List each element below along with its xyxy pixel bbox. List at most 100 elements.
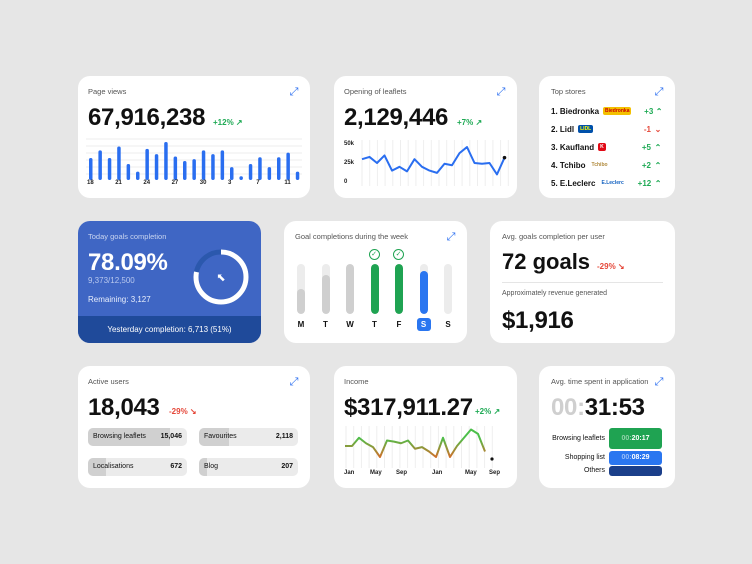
time-bar[interactable] bbox=[609, 466, 662, 476]
active-users-value: 18,043 bbox=[88, 394, 160, 421]
bar bbox=[183, 161, 187, 180]
store-row[interactable]: 3. Kaufland K +5 ⌃ bbox=[551, 140, 665, 154]
day-bar[interactable] bbox=[321, 264, 330, 314]
user-segment[interactable]: Favourites 2,118 bbox=[199, 428, 298, 446]
expand-icon[interactable]: ⤢ bbox=[654, 376, 664, 388]
card-title: Active users bbox=[88, 377, 129, 386]
divider bbox=[502, 282, 663, 283]
bar bbox=[192, 159, 196, 180]
segment-value: 672 bbox=[170, 463, 182, 470]
card-title: Avg. time spent in application bbox=[551, 377, 649, 386]
time-hours: 00: bbox=[551, 394, 585, 421]
time-row-label: Others bbox=[583, 467, 605, 474]
store-rank: 2. bbox=[551, 124, 558, 134]
store-rank: 5. bbox=[551, 178, 558, 188]
last-point bbox=[490, 457, 494, 461]
day-label[interactable]: M bbox=[297, 320, 305, 329]
top-stores-card: Top stores ⤢ 1. Biedronka Biedronka +3 ⌃… bbox=[539, 76, 675, 198]
day-bar[interactable] bbox=[419, 264, 428, 314]
store-logo: E.Leclerc bbox=[601, 180, 624, 186]
store-name: Lidl bbox=[559, 124, 575, 134]
x-tick: Sep bbox=[489, 470, 501, 476]
bar bbox=[126, 164, 131, 180]
bar bbox=[248, 164, 253, 180]
segment-name: Localisations bbox=[93, 463, 134, 470]
day-bar[interactable] bbox=[370, 264, 379, 314]
day-bar[interactable] bbox=[346, 264, 354, 314]
day-bar[interactable] bbox=[444, 264, 452, 314]
x-tick: 7 bbox=[256, 180, 260, 186]
bar bbox=[230, 167, 234, 180]
bar bbox=[117, 146, 121, 180]
chevron-up-icon: ⌃ bbox=[654, 160, 662, 170]
bar bbox=[286, 152, 290, 180]
x-tick: 18 bbox=[87, 180, 94, 186]
time-bar[interactable]: 00:08:29 bbox=[609, 451, 662, 465]
goal-percent: 78.09% bbox=[88, 249, 168, 276]
bar bbox=[201, 150, 206, 180]
store-name: E.Leclerc bbox=[559, 178, 596, 188]
bar bbox=[295, 171, 300, 180]
user-segment[interactable]: Browsing leaflets 15,046 bbox=[88, 428, 187, 446]
expand-icon[interactable]: ⤢ bbox=[496, 86, 506, 98]
segment-fill bbox=[88, 428, 171, 446]
bar bbox=[258, 157, 262, 180]
store-row[interactable]: 2. Lidl LIDL -1 ⌄ bbox=[551, 122, 665, 136]
goal-ratio: 9,373/12,500 bbox=[88, 276, 135, 285]
x-tick: May bbox=[370, 470, 382, 476]
day-bar[interactable] bbox=[297, 264, 305, 314]
user-segment[interactable]: Blog 207 bbox=[199, 458, 298, 476]
time-row-label: Browsing leaflets bbox=[552, 434, 605, 442]
remaining: Remaining: 3,127 bbox=[88, 295, 151, 304]
revenue-value: $1,916 bbox=[502, 307, 574, 334]
revenue-title: Approximately revenue generated bbox=[502, 290, 608, 297]
expand-icon[interactable]: ⤢ bbox=[446, 231, 456, 243]
day-bar-fill bbox=[321, 275, 330, 314]
segment-value: 2,118 bbox=[275, 433, 293, 440]
chevron-up-icon: ⌃ bbox=[654, 142, 662, 152]
income-value: $317,911.27 bbox=[344, 394, 473, 421]
user-segment[interactable]: Localisations 672 bbox=[88, 458, 187, 476]
expand-icon[interactable]: ⤢ bbox=[289, 376, 299, 388]
store-rank: 4. bbox=[551, 160, 558, 170]
store-logo: K bbox=[598, 143, 606, 151]
chevron-up-icon: ⌃ bbox=[655, 106, 663, 116]
bar bbox=[154, 154, 159, 180]
cursor-icon: ⬉ bbox=[216, 272, 225, 284]
x-tick: 3 bbox=[228, 180, 232, 186]
time-bar-hours: 00: bbox=[621, 454, 632, 461]
time-value: 31:53 bbox=[584, 394, 645, 421]
card-title: Today goals completion bbox=[88, 232, 167, 241]
day-bar-fill bbox=[419, 270, 428, 314]
chevron-up-icon: ⌃ bbox=[654, 178, 662, 188]
time-bar[interactable]: 00:20:17 bbox=[609, 428, 662, 449]
avg-goals-value: 72 goals bbox=[502, 249, 591, 274]
store-row[interactable]: 1. Biedronka Biedronka +3 ⌃ bbox=[551, 104, 665, 118]
check-circle-icon: ✓ bbox=[368, 249, 380, 260]
store-name: Biedronka bbox=[559, 106, 600, 116]
day-label[interactable]: T bbox=[323, 320, 328, 329]
store-row[interactable]: 5. E.Leclerc E.Leclerc +12 ⌃ bbox=[551, 176, 665, 190]
today-goals-card: Today goals completion 78.09% 9,373/12,5… bbox=[78, 221, 261, 343]
bar bbox=[220, 150, 225, 180]
expand-icon[interactable]: ⤢ bbox=[654, 86, 664, 98]
store-logo: Biedronka bbox=[603, 107, 632, 115]
day-label[interactable]: S bbox=[416, 318, 431, 331]
segment-fill bbox=[199, 458, 207, 476]
day-label[interactable]: F bbox=[396, 320, 402, 329]
page-views-bar-chart bbox=[86, 138, 302, 180]
x-tick: 11 bbox=[284, 180, 291, 186]
expand-icon[interactable]: ⤢ bbox=[289, 86, 299, 98]
store-row[interactable]: 4. Tchibo Tchibo +2 ⌃ bbox=[551, 158, 665, 172]
day-label[interactable]: T bbox=[372, 320, 377, 329]
store-delta: -1 bbox=[643, 124, 651, 134]
store-name: Kaufland bbox=[559, 142, 595, 152]
y-tick: 50k bbox=[344, 141, 355, 147]
goal-donut: ⬉ bbox=[193, 249, 249, 305]
bar bbox=[211, 154, 215, 180]
day-bar-fill bbox=[395, 264, 403, 314]
avg-goals-card: Avg. goals completion per user 72 goals … bbox=[490, 221, 675, 343]
day-label[interactable]: S bbox=[445, 320, 451, 329]
day-bar[interactable] bbox=[395, 264, 403, 314]
day-label[interactable]: W bbox=[346, 320, 354, 329]
